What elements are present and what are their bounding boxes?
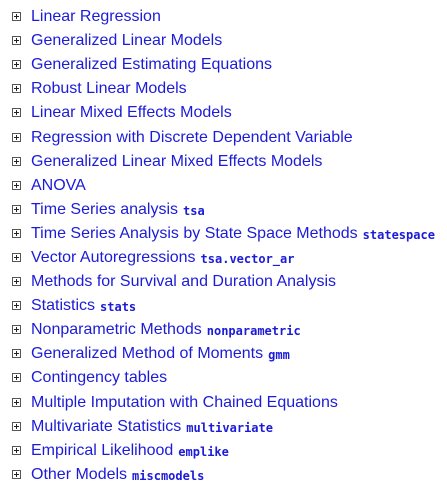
expand-plus-icon[interactable] [12,445,21,455]
toc-label: Regression with Discrete Dependent Varia… [31,128,353,146]
module-code-tag: tsa [183,203,205,218]
module-code-tag: statespace [362,227,435,242]
module-code-tag: tsa.vector_ar [200,251,295,266]
module-code-tag: emplike [178,444,229,459]
toc-label: ANOVA [31,176,86,194]
toc-link-contingency-tables[interactable]: Contingency tables [31,366,167,390]
toc-label: Other Models [31,465,128,483]
module-code-tag: miscmodels [132,468,205,483]
module-code-tag: multivariate [186,420,273,435]
toc-item-nonparametric-methods: Nonparametric Methods nonparametric [0,318,447,342]
toc-item-linear-regression: Linear Regression [0,5,447,29]
toc-label: Statistics [31,297,96,315]
toc-label: Linear Mixed Effects Models [31,104,232,122]
toc-item-other-models: Other Models miscmodels [0,463,447,487]
expand-plus-icon[interactable] [12,349,21,359]
toc-label: Vector Autoregressions [31,248,196,266]
expand-plus-icon[interactable] [12,301,21,311]
expand-plus-icon[interactable] [12,156,21,166]
toc-item-survival-duration-analysis: Methods for Survival and Duration Analys… [0,270,447,294]
expand-plus-icon[interactable] [12,132,21,142]
toc-item-multiple-imputation: Multiple Imputation with Chained Equatio… [0,391,447,415]
toc-link-regression-discrete-dependent[interactable]: Regression with Discrete Dependent Varia… [31,125,353,149]
toc-link-survival-duration-analysis[interactable]: Methods for Survival and Duration Analys… [31,270,336,294]
toc-link-robust-linear-models[interactable]: Robust Linear Models [31,77,187,101]
module-code-tag: stats [100,300,137,315]
toc-link-state-space-methods[interactable]: Time Series Analysis by State Space Meth… [31,222,435,246]
expand-plus-icon[interactable] [12,397,21,407]
toc-item-generalized-method-of-moments: Generalized Method of Moments gmm [0,342,447,366]
expand-plus-icon[interactable] [12,469,21,479]
toc-link-generalized-linear-models[interactable]: Generalized Linear Models [31,29,222,53]
toc-item-contingency-tables: Contingency tables [0,366,447,390]
module-code-tag: gmm [268,348,290,363]
expand-plus-icon[interactable] [12,60,21,70]
expand-plus-icon[interactable] [12,204,21,214]
toc-link-linear-mixed-effects-models[interactable]: Linear Mixed Effects Models [31,101,232,125]
toc-label: Contingency tables [31,369,168,387]
toc-label: Generalized Linear Mixed Effects Models [31,152,323,170]
expand-plus-icon[interactable] [12,36,21,46]
toc-link-other-models[interactable]: Other Models miscmodels [31,463,204,487]
toc-link-time-series-analysis[interactable]: Time Series analysis tsa [31,198,205,222]
toc-link-empirical-likelihood[interactable]: Empirical Likelihood emplike [31,439,229,463]
expand-plus-icon[interactable] [12,421,21,431]
toc-item-generalized-estimating-equations: Generalized Estimating Equations [0,53,447,77]
toc-label: Multiple Imputation with Chained Equatio… [31,393,338,411]
module-code-tag: nonparametric [206,324,301,339]
expand-plus-icon[interactable] [12,84,21,94]
toc-label: Time Series analysis [31,200,179,218]
toc-label: Robust Linear Models [31,80,187,98]
toc-label: Time Series Analysis by State Space Meth… [31,224,358,242]
toc-item-statistics: Statistics stats [0,294,447,318]
toc-item-vector-autoregressions: Vector Autoregressions tsa.vector_ar [0,246,447,270]
toc-link-vector-autoregressions[interactable]: Vector Autoregressions tsa.vector_ar [31,246,294,270]
toc-list: Linear Regression Generalized Linear Mod… [0,5,447,487]
expand-plus-icon[interactable] [12,12,21,22]
toc-label: Linear Regression [31,8,161,26]
toc-item-anova: ANOVA [0,174,447,198]
toc-label: Generalized Estimating Equations [31,56,273,74]
toc-link-multiple-imputation[interactable]: Multiple Imputation with Chained Equatio… [31,391,338,415]
toc-label: Generalized Method of Moments [31,345,264,363]
toc-label: Multivariate Statistics [31,417,182,435]
toc-link-generalized-linear-mixed-effects[interactable]: Generalized Linear Mixed Effects Models [31,150,322,174]
toc-link-linear-regression[interactable]: Linear Regression [31,5,161,29]
toc-item-linear-mixed-effects-models: Linear Mixed Effects Models [0,101,447,125]
toc-link-nonparametric-methods[interactable]: Nonparametric Methods nonparametric [31,318,301,342]
expand-plus-icon[interactable] [12,325,21,335]
toc-item-robust-linear-models: Robust Linear Models [0,77,447,101]
toc-item-empirical-likelihood: Empirical Likelihood emplike [0,439,447,463]
toc-label: Empirical Likelihood [31,441,174,459]
toc-link-anova[interactable]: ANOVA [31,174,86,198]
toc-link-generalized-method-of-moments[interactable]: Generalized Method of Moments gmm [31,342,290,366]
toc-link-multivariate-statistics[interactable]: Multivariate Statistics multivariate [31,415,273,439]
toc-item-regression-discrete-dependent: Regression with Discrete Dependent Varia… [0,125,447,149]
expand-plus-icon[interactable] [12,108,21,118]
expand-plus-icon[interactable] [12,252,21,262]
expand-plus-icon[interactable] [12,373,21,383]
toc-label: Generalized Linear Models [31,32,223,50]
toc-item-state-space-methods: Time Series Analysis by State Space Meth… [0,222,447,246]
toc-item-multivariate-statistics: Multivariate Statistics multivariate [0,415,447,439]
expand-plus-icon[interactable] [12,180,21,190]
toc-item-generalized-linear-models: Generalized Linear Models [0,29,447,53]
expand-plus-icon[interactable] [12,228,21,238]
toc-link-statistics[interactable]: Statistics stats [31,294,136,318]
toc-label: Nonparametric Methods [31,321,202,339]
toc-link-generalized-estimating-equations[interactable]: Generalized Estimating Equations [31,53,272,77]
toc-item-generalized-linear-mixed-effects: Generalized Linear Mixed Effects Models [0,150,447,174]
toc-item-time-series-analysis: Time Series analysis tsa [0,198,447,222]
toc-label: Methods for Survival and Duration Analys… [31,273,337,291]
expand-plus-icon[interactable] [12,277,21,287]
